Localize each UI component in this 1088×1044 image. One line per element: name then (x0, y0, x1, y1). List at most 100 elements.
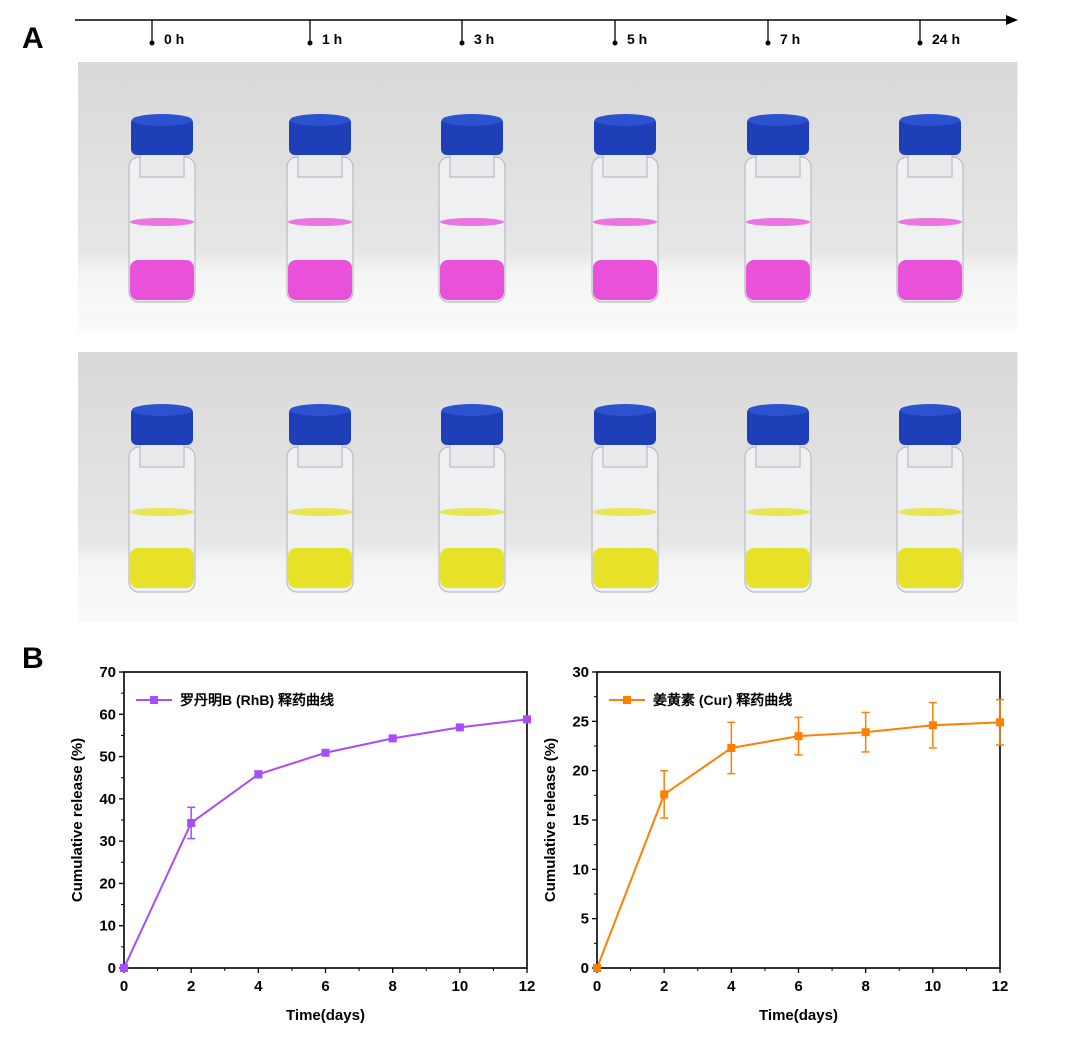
data-point (388, 734, 397, 743)
vial-cap (441, 407, 503, 445)
data-point (996, 718, 1004, 727)
vial-meniscus (440, 508, 504, 516)
vial-cap (441, 117, 503, 155)
plot-frame (123, 671, 528, 969)
data-point (455, 723, 464, 732)
vial-meniscus (898, 218, 962, 226)
timepoint-label: 3 h (474, 31, 495, 47)
y-tick-label: 0 (108, 960, 116, 977)
vial-meniscus (130, 508, 194, 516)
y-tick-label: 5 (581, 911, 589, 928)
x-tick-label: 10 (924, 978, 941, 995)
vial-meniscus (898, 508, 962, 516)
timepoint-dot (149, 40, 155, 46)
vial-cap (747, 117, 809, 155)
release-charts: 0 2 4 6 8 10 12010203040506070Time(days)Cumula… (69, 664, 1008, 1024)
x-tick-label: 8 (388, 978, 396, 995)
timepoint-dot (917, 40, 923, 46)
vial-meniscus (440, 218, 504, 226)
legend-marker (623, 696, 631, 704)
x-tick-label: 4 (254, 978, 263, 995)
x-tick-label: 10 (451, 978, 468, 995)
vial-photo-grid (78, 62, 1018, 622)
vial-liquid (440, 260, 504, 300)
vial-cap-top (132, 404, 192, 416)
vial-meniscus (288, 508, 352, 516)
data-point (660, 790, 669, 799)
x-tick-label: 2 (187, 978, 195, 995)
vial-meniscus (593, 218, 657, 226)
timepoint-label: 5 h (627, 31, 648, 47)
vial-liquid (593, 260, 657, 300)
x-tick-label: 6 (794, 978, 802, 995)
vial-liquid (593, 548, 657, 588)
vial-cap (289, 117, 351, 155)
data-point (794, 732, 803, 741)
chart-1: 0 2 4 6 8 10 12 0 10 20 30 40 50 60 70 Time(days) Cumula… (69, 664, 535, 1024)
y-tick-label: 20 (572, 763, 589, 780)
vial-cap (899, 117, 961, 155)
timepoint-dot (459, 40, 465, 46)
timepoint-dot (307, 40, 313, 46)
vial-cap-top (290, 404, 350, 416)
x-tick-label: 0 (593, 978, 601, 995)
vial-cap-top (900, 404, 960, 416)
vial-liquid (898, 260, 962, 300)
timepoint-label: 24 h (932, 31, 961, 47)
vial-cap-top (442, 114, 502, 126)
vial-liquid (440, 548, 504, 588)
vial-meniscus (746, 218, 810, 226)
x-tick-label: 4 (727, 978, 736, 995)
vial-cap-top (595, 404, 655, 416)
vial-cap-top (748, 114, 808, 126)
vial-cap-top (290, 114, 350, 126)
y-tick-label: 10 (99, 918, 116, 935)
panel-a-label: A (22, 22, 44, 55)
y-tick-label: 30 (572, 664, 589, 681)
x-tick-label: 12 (519, 978, 536, 995)
vial-cap-top (748, 404, 808, 416)
timepoint-dot (765, 40, 771, 46)
vial-cap-top (595, 114, 655, 126)
y-tick-label: 0 (581, 960, 589, 977)
y-tick-label: 25 (572, 713, 589, 730)
data-point (187, 818, 196, 827)
vial-cap-top (132, 114, 192, 126)
x-axis-label: Time(days) (759, 1007, 838, 1024)
data-point (727, 743, 736, 752)
data-point (593, 964, 601, 972)
y-tick-label: 20 (99, 875, 116, 892)
y-tick-label: 10 (572, 861, 589, 878)
data-point (861, 728, 870, 737)
timeline-arrow (75, 15, 1018, 46)
vial-liquid (288, 260, 352, 300)
vial-meniscus (746, 508, 810, 516)
data-point (928, 721, 937, 730)
vial-meniscus (130, 218, 194, 226)
vial-meniscus (593, 508, 657, 516)
vial-liquid (746, 548, 810, 588)
data-point (321, 748, 330, 757)
timepoint-label: 7 h (780, 31, 801, 47)
vial-liquid (130, 260, 194, 300)
plot-frame (596, 671, 1001, 969)
arrow-head-icon (1006, 15, 1018, 25)
data-point (120, 964, 128, 972)
vial-cap (899, 407, 961, 445)
x-tick-label: 0 (120, 978, 128, 995)
timepoint-label: 1 h (322, 31, 343, 47)
y-axis-label: Cumulative release (%) (69, 738, 86, 902)
vial-cap (131, 117, 193, 155)
y-tick-label: 60 (99, 706, 116, 723)
x-tick-label: 12 (992, 978, 1009, 995)
vial-liquid (288, 548, 352, 588)
legend-label: 罗丹明B (RhB) 释药曲线 (180, 692, 334, 708)
vial-meniscus (288, 218, 352, 226)
vial-liquid (898, 548, 962, 588)
chart-2: 0 2 4 6 8 10 12 0 5 10 15 20 25 30 Time(days) Cumulativ… (542, 664, 1008, 1024)
vial-cap (131, 407, 193, 445)
vial-cap (594, 407, 656, 445)
x-axis-label: Time(days) (286, 1007, 365, 1024)
x-tick-label: 6 (321, 978, 329, 995)
